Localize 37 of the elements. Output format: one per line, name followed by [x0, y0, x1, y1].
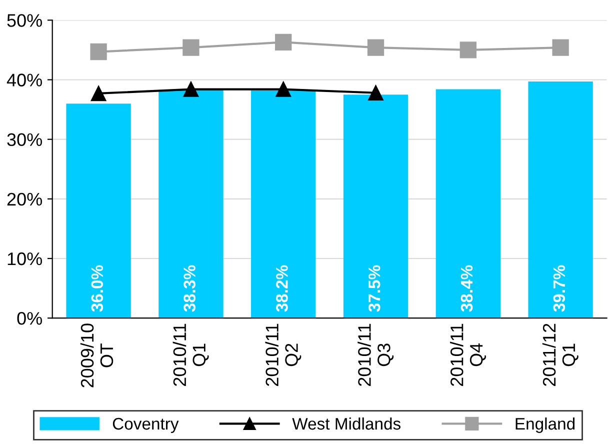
y-tick-label: 30%	[7, 133, 42, 146]
bar	[251, 90, 316, 318]
data-label: 37.5%	[368, 265, 380, 312]
x-tick-label: 2009/10 OT	[80, 324, 114, 388]
point	[460, 42, 476, 58]
data-label: 36.0%	[91, 265, 104, 312]
x-tick-label: 2010/11 Q3	[358, 324, 394, 386]
legend-label: England	[516, 417, 575, 433]
y-tick-label: 40%	[6, 74, 42, 86]
bar	[528, 82, 593, 318]
x-tick-label: 2010/11 Q4	[450, 324, 486, 386]
point	[183, 82, 199, 97]
bar	[158, 90, 224, 318]
data-label: 38.4%	[460, 265, 473, 312]
data-label: 38.3%	[184, 265, 196, 312]
point	[90, 43, 107, 60]
data-label: 38.2%	[276, 265, 288, 312]
point	[90, 86, 106, 102]
y-tick-label: 50%	[7, 14, 42, 27]
point	[182, 39, 200, 56]
bar	[66, 104, 131, 318]
point	[368, 85, 384, 100]
legend-label: Coventry	[112, 418, 179, 433]
x-tick-label: 2010/11 Q2	[265, 324, 302, 386]
point	[275, 34, 292, 51]
data-label: 39.7%	[553, 265, 566, 312]
x-tick-label: 2011/12 Q1	[542, 324, 578, 386]
legend-label: West Midlands	[292, 417, 400, 430]
point	[552, 39, 569, 56]
y-tick-label: 0%	[17, 312, 42, 325]
point	[367, 39, 384, 56]
y-tick-label: 10%	[8, 252, 42, 266]
bar	[436, 89, 500, 318]
x-tick-label: 2010/11 Q1	[172, 324, 209, 386]
y-tick-label: 20%	[7, 192, 42, 206]
bar	[343, 94, 408, 318]
point	[276, 82, 291, 97]
